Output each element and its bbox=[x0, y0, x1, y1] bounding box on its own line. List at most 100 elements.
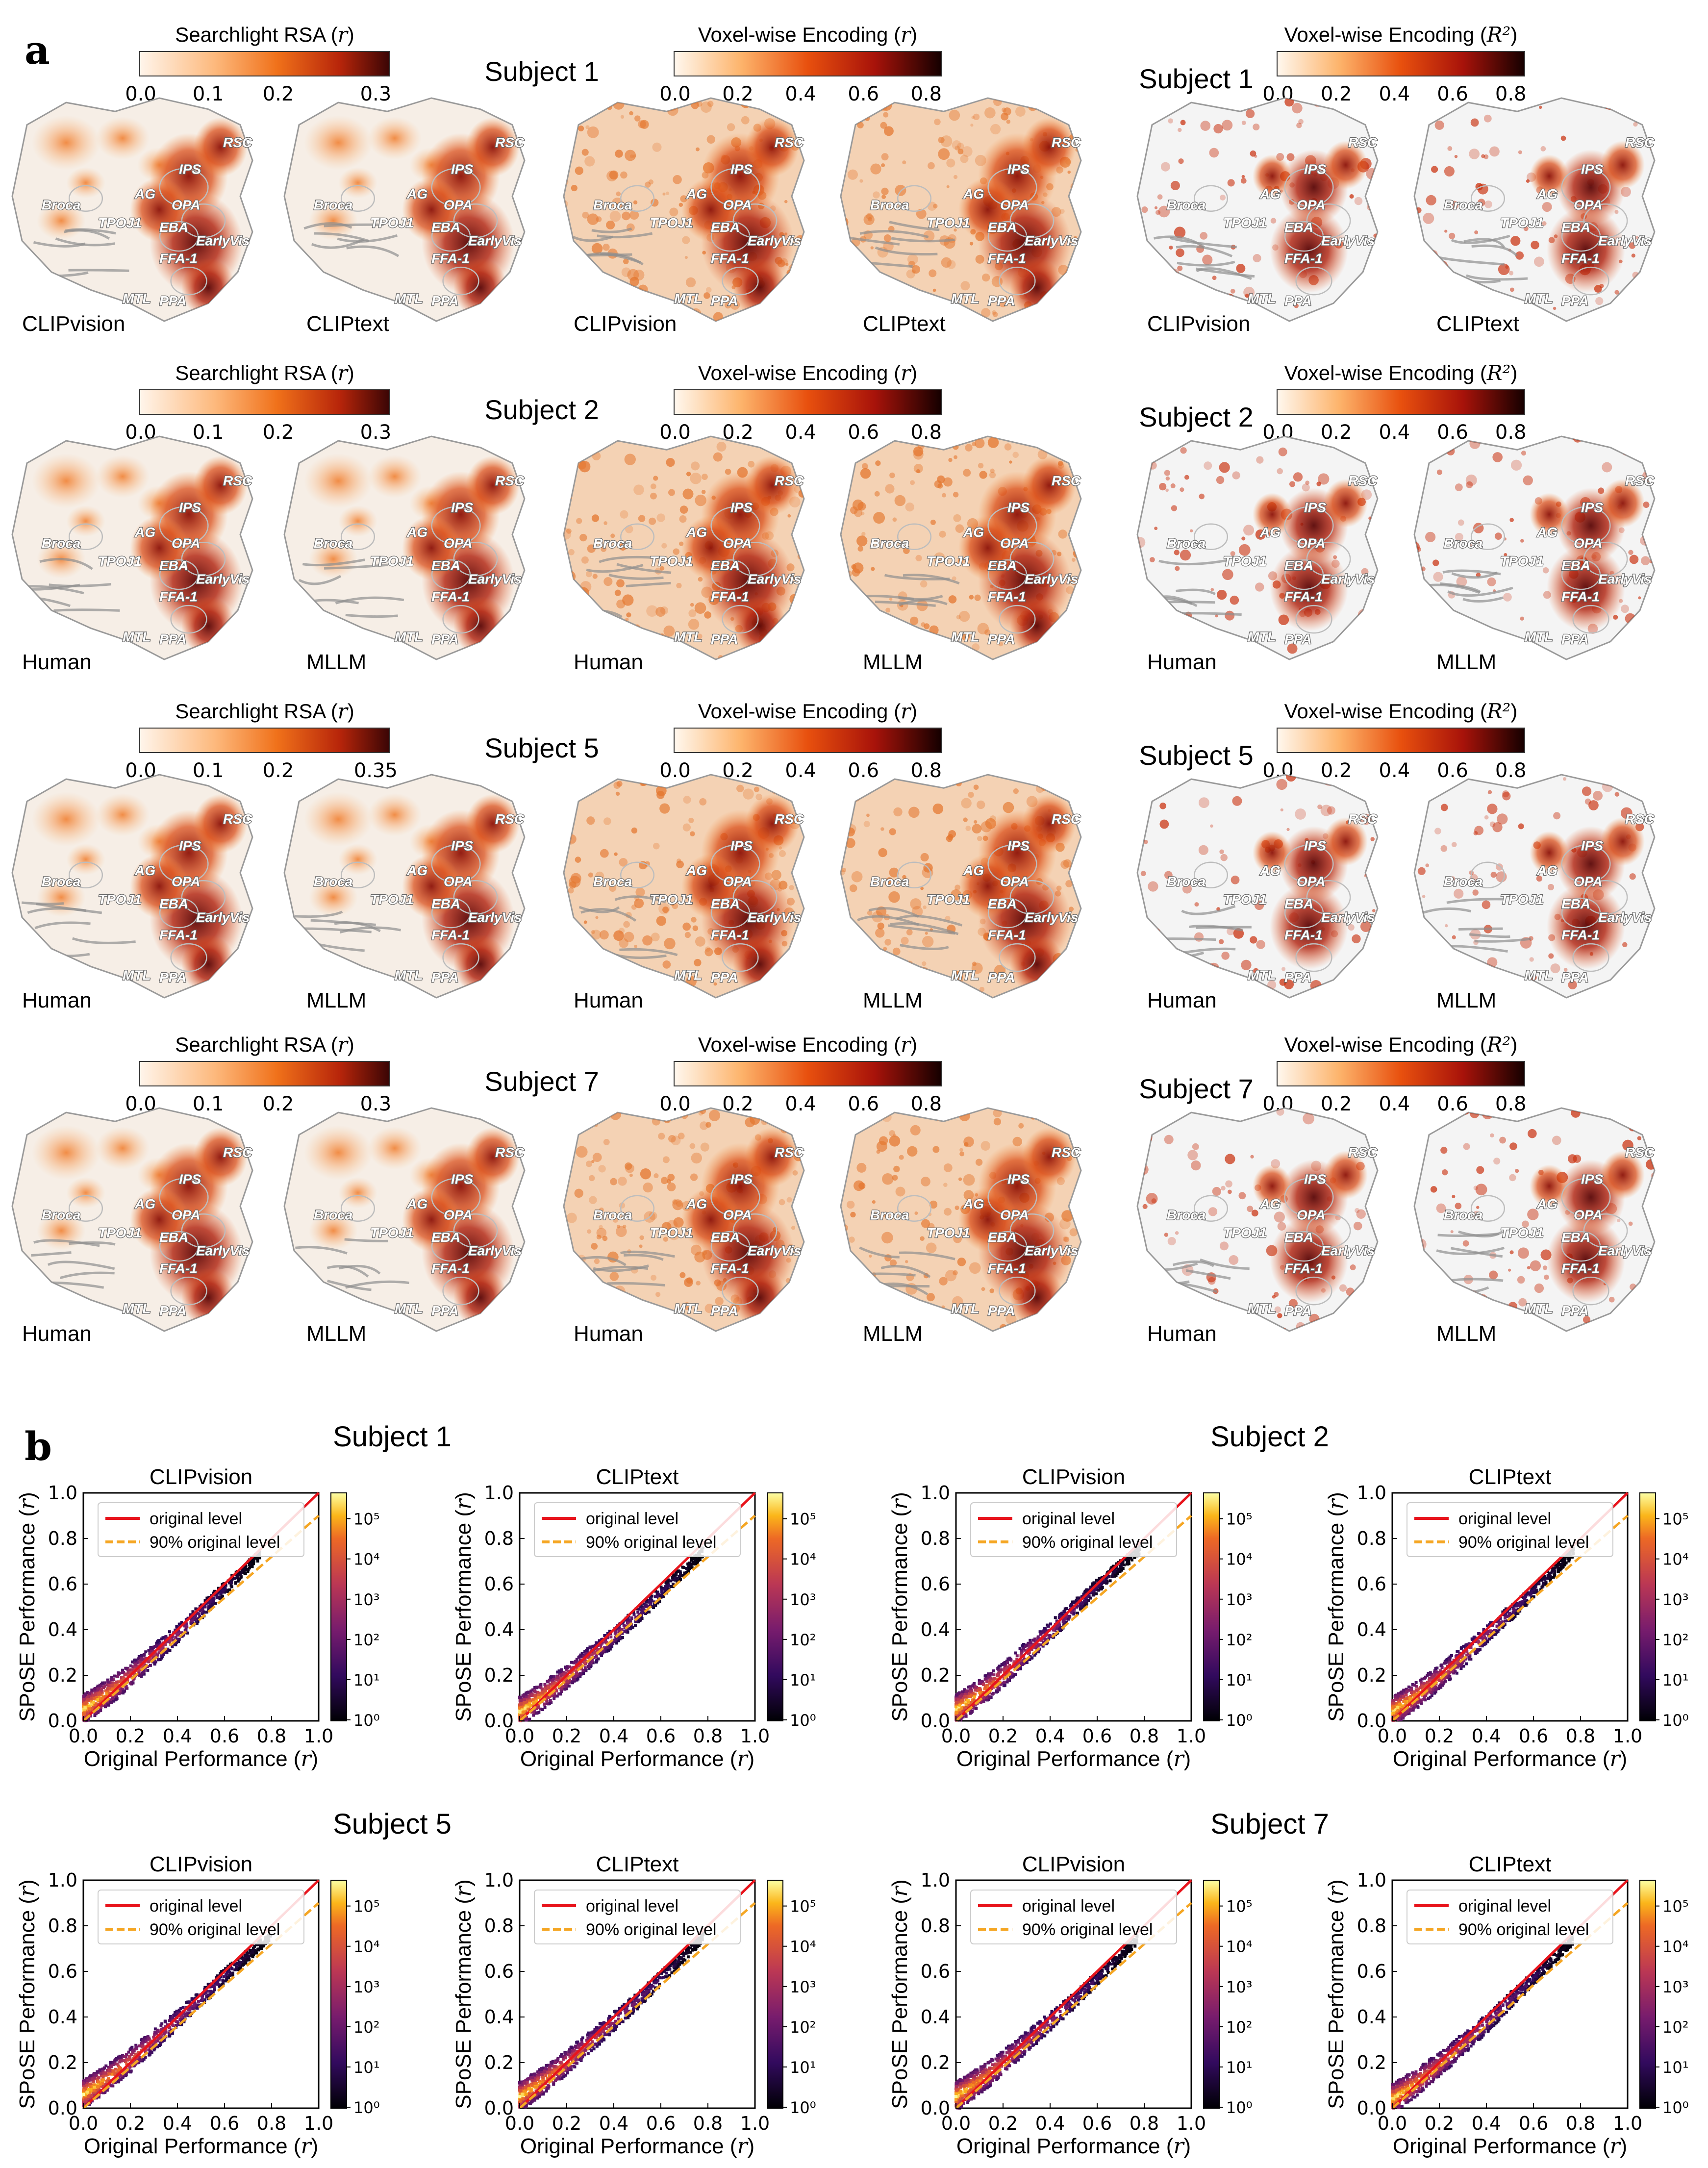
roi-label-opa: OPA bbox=[1574, 874, 1603, 889]
roi-label-tpoj1: TPOJ1 bbox=[927, 1225, 970, 1240]
roi-label-mtl: MTL bbox=[395, 630, 423, 645]
y-tick-label: 0.6 bbox=[48, 1961, 77, 1982]
roi-label-mtl: MTL bbox=[1525, 1301, 1553, 1316]
panel-b-letter: b bbox=[25, 1423, 52, 1469]
roi-label-ips: IPS bbox=[179, 500, 201, 515]
enc_r-model-label: CLIPtext bbox=[863, 312, 946, 336]
roi-label-ips: IPS bbox=[1304, 838, 1326, 854]
legend-label-ninety: 90% original level bbox=[1022, 1533, 1153, 1552]
colorbar-tick-label: 10² bbox=[790, 1631, 816, 1649]
roi-label-ffa-1: FFA-1 bbox=[159, 251, 198, 266]
x-tick-label: 0.2 bbox=[988, 1725, 1018, 1747]
legend-box bbox=[534, 1502, 741, 1557]
enc_r-colorbar-tick: 0.8 bbox=[910, 759, 942, 782]
colorbar-tick-label: 10² bbox=[353, 2018, 380, 2037]
enc_r2-colorbar-tick: 0.4 bbox=[1379, 759, 1410, 782]
roi-label-earlyvis: EarlyVis bbox=[1598, 571, 1652, 586]
roi-label-opa: OPA bbox=[444, 1208, 473, 1223]
roi-label-earlyvis: EarlyVis bbox=[1025, 233, 1078, 248]
colorbar-tick-label: 10¹ bbox=[353, 2058, 380, 2077]
x-axis-label: Original Performance (r) bbox=[956, 2134, 1191, 2159]
roi-label-ffa-1: FFA-1 bbox=[711, 1261, 749, 1276]
roi-label-broca: Broca bbox=[870, 536, 909, 551]
roi-label-ag: AG bbox=[406, 525, 427, 540]
roi-label-earlyvis: EarlyVis bbox=[468, 571, 522, 586]
roi-label-ag: AG bbox=[134, 1196, 155, 1211]
roi-label-ips: IPS bbox=[1007, 1172, 1030, 1187]
roi-label-tpoj1: TPOJ1 bbox=[1500, 554, 1544, 569]
x-tick-label: 0.6 bbox=[1519, 1725, 1548, 1747]
colorbar-tick-label: 10⁵ bbox=[1226, 1510, 1253, 1529]
enc_r-colorbar-tick: 0.6 bbox=[848, 759, 879, 782]
y-tick-label: 0.8 bbox=[48, 1528, 77, 1549]
roi-label-ppa: PPA bbox=[988, 293, 1015, 308]
x-tick-label: 0.6 bbox=[210, 1725, 239, 1747]
legend-label-original: original level bbox=[1458, 1510, 1551, 1528]
x-tick-label: 0.6 bbox=[210, 2113, 239, 2134]
enc_r-colorbar bbox=[674, 389, 942, 415]
roi-label-ffa-1: FFA-1 bbox=[431, 1261, 470, 1276]
enc_r2-colorbar-tick: 0.2 bbox=[1321, 421, 1352, 444]
roi-label-rsc: RSC bbox=[1348, 473, 1378, 488]
roi-label-broca: Broca bbox=[1167, 1208, 1206, 1223]
roi-label-tpoj1: TPOJ1 bbox=[370, 554, 414, 569]
roi-label-mtl: MTL bbox=[123, 1301, 151, 1316]
panel-a-letter: a bbox=[25, 27, 50, 73]
x-tick-label: 0.8 bbox=[257, 2113, 286, 2134]
roi-label-ppa: PPA bbox=[159, 970, 187, 985]
roi-label-ppa: PPA bbox=[1561, 631, 1589, 647]
roi-label-eba: EBA bbox=[1561, 558, 1590, 573]
y-tick-label: 0.6 bbox=[484, 1573, 514, 1595]
y-axis-label: SPoSE Performance (r) bbox=[15, 1492, 40, 1722]
y-tick-label: 1.0 bbox=[1357, 1869, 1386, 1891]
y-tick-label: 0.2 bbox=[1357, 2052, 1386, 2073]
subject-label: Subject 7 bbox=[484, 1066, 599, 1097]
roi-label-tpoj1: TPOJ1 bbox=[370, 215, 414, 230]
colorbar-tick-label: 10³ bbox=[790, 1978, 816, 1996]
rsa-brain-right: RSC IPS AG OPA Broca TPOJ1 EBA EarlyVis FFA-1 MTL… bbox=[283, 774, 526, 999]
enc_r2-model-label: MLLM bbox=[1436, 650, 1496, 674]
roi-label-rsc: RSC bbox=[1348, 135, 1378, 150]
rsa-colorbar-tick: 0.2 bbox=[263, 83, 294, 105]
roi-label-rsc: RSC bbox=[1625, 1145, 1655, 1160]
legend-box bbox=[1407, 1502, 1613, 1557]
roi-label-eba: EBA bbox=[431, 220, 460, 235]
roi-label-mtl: MTL bbox=[1525, 968, 1553, 983]
rsa-colorbar-tick: 0.35 bbox=[354, 759, 398, 782]
y-tick-label: 0.6 bbox=[1357, 1961, 1386, 1982]
roi-label-mtl: MTL bbox=[951, 291, 980, 306]
density-colorbar bbox=[330, 1492, 347, 1721]
legend-label-ninety: 90% original level bbox=[586, 1920, 717, 1939]
roi-label-rsc: RSC bbox=[495, 1145, 525, 1160]
y-tick-label: 0.6 bbox=[484, 1961, 514, 1982]
x-tick-label: 0.6 bbox=[646, 2113, 676, 2134]
y-tick-label: 0.2 bbox=[921, 2052, 950, 2073]
roi-label-ips: IPS bbox=[1007, 838, 1030, 854]
x-axis-label: Original Performance (r) bbox=[84, 1746, 318, 1771]
subject-label: Subject 2 bbox=[484, 394, 599, 425]
roi-label-broca: Broca bbox=[314, 198, 352, 213]
roi-label-opa: OPA bbox=[444, 874, 473, 889]
density-points bbox=[1391, 1935, 1575, 2110]
roi-label-ips: IPS bbox=[451, 1172, 473, 1187]
enc_r-brain-right: RSC IPS AG OPA Broca TPOJ1 EBA EarlyVis FFA-1 MTL… bbox=[840, 435, 1082, 660]
roi-label-ppa: PPA bbox=[1561, 1303, 1589, 1318]
rsa-brain-left: RSC IPS AG OPA Broca TPOJ1 EBA EarlyVis FFA-1 MTL… bbox=[11, 97, 253, 322]
x-tick-label: 0.2 bbox=[1425, 1725, 1454, 1747]
legend-label-original: original level bbox=[150, 1510, 242, 1528]
roi-label-ag: AG bbox=[963, 525, 984, 540]
enc_r2-colorbar-tick: 0.4 bbox=[1379, 83, 1410, 105]
roi-label-tpoj1: TPOJ1 bbox=[1223, 554, 1267, 569]
x-tick-label: 0.8 bbox=[1130, 1725, 1159, 1747]
roi-label-eba: EBA bbox=[159, 896, 188, 911]
colorbar-tick-label: 10⁴ bbox=[1662, 1550, 1689, 1569]
x-tick-label: 1.0 bbox=[304, 1725, 333, 1747]
roi-label-earlyvis: EarlyVis bbox=[1025, 1243, 1078, 1258]
colorbar-tick-label: 10¹ bbox=[353, 1671, 380, 1689]
enc_r-colorbar-tick: 0.8 bbox=[910, 1093, 942, 1115]
roi-label-ppa: PPA bbox=[431, 970, 459, 985]
enc_r-colorbar-tick: 0.4 bbox=[785, 421, 816, 444]
roi-label-mtl: MTL bbox=[1525, 630, 1553, 645]
roi-label-rsc: RSC bbox=[223, 1145, 252, 1160]
roi-label-ips: IPS bbox=[1304, 1172, 1326, 1187]
